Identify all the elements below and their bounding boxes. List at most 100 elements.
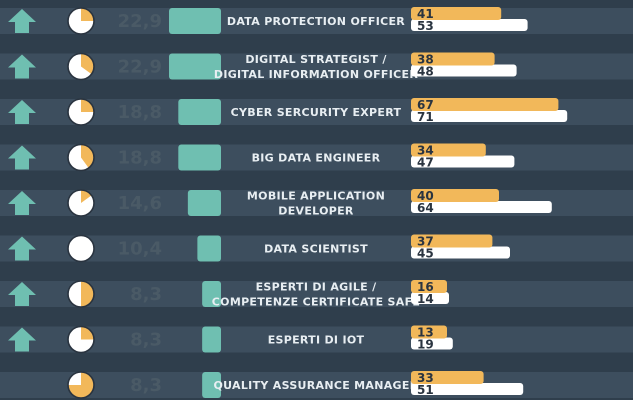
bar-primary — [411, 325, 447, 339]
pie-icon — [67, 280, 95, 308]
bar-primary — [411, 98, 559, 111]
bar-primary-label: 16 — [417, 280, 434, 294]
score-bar — [187, 190, 221, 216]
up-arrow-icon — [8, 9, 36, 33]
bar-primary — [411, 189, 499, 202]
row-label: CYBER SERCURITY EXPERT — [231, 106, 402, 119]
row-label: COMPETENZE CERTIFICATE SAFE — [212, 296, 420, 309]
bar-secondary — [411, 64, 517, 77]
bar-primary-label: 41 — [417, 7, 434, 21]
row-band — [0, 8, 633, 34]
bar-secondary — [411, 155, 515, 168]
chart-row: 8,3 ESPERTI DI AGILE / COMPETENZE CERTIFIC… — [0, 280, 633, 309]
pie-icon — [67, 234, 95, 263]
pie-outline — [67, 7, 95, 35]
row-band — [0, 53, 633, 80]
row-label: ESPERTI DI IOT — [268, 334, 365, 347]
bar-secondary-label: 47 — [417, 156, 434, 170]
bar-secondary-label: 64 — [417, 201, 434, 215]
pie-icon — [67, 98, 95, 126]
bar-secondary-label: 71 — [417, 110, 434, 124]
bar-secondary-label: 19 — [417, 338, 434, 352]
pie-outline — [67, 325, 95, 354]
bar-secondary — [411, 201, 552, 213]
bar-secondary-label: 45 — [417, 247, 434, 261]
row-band — [0, 281, 633, 307]
bar-primary-label: 33 — [417, 371, 434, 385]
bar-primary — [411, 280, 447, 293]
pie-outline — [67, 52, 95, 81]
bar-primary — [411, 143, 486, 157]
up-arrow-icon — [8, 54, 36, 79]
chart-row: 22,9 DIGITAL STRATEGIST / DIGITAL INFORMAT… — [0, 52, 633, 81]
row-band — [0, 235, 633, 262]
score-value: 14,6 — [118, 193, 162, 214]
pie-slice — [81, 326, 94, 340]
pie-outline — [67, 234, 95, 263]
bar-secondary — [411, 292, 449, 304]
bar-secondary-label: 14 — [417, 292, 434, 306]
pie-outline — [67, 371, 95, 399]
up-arrow-icon — [8, 145, 36, 170]
bar-primary-label: 13 — [417, 326, 434, 340]
up-arrow-icon — [8, 100, 36, 124]
bar-secondary — [411, 19, 528, 31]
score-value: 10,4 — [118, 239, 162, 260]
pie-icon — [67, 143, 95, 172]
score-bar — [202, 281, 221, 307]
bar-primary-label: 67 — [417, 98, 434, 112]
bar-primary-label: 40 — [417, 189, 434, 203]
row-label: DIGITAL STRATEGIST / — [245, 53, 387, 66]
score-bar — [178, 144, 221, 171]
pie-base — [68, 235, 94, 262]
row-band — [0, 326, 633, 353]
row-band — [0, 144, 633, 171]
row-label: QUALITY ASSURANCE MANAGER — [214, 379, 419, 392]
pie-icon — [67, 325, 95, 354]
score-value: 18,8 — [118, 148, 162, 169]
pie-slice — [81, 281, 94, 307]
up-arrow-icon — [8, 236, 36, 261]
score-bar — [178, 99, 221, 125]
score-value: 22,9 — [118, 11, 162, 32]
row-band — [0, 372, 633, 398]
pie-slice — [81, 99, 94, 112]
bar-secondary — [411, 337, 453, 350]
pie-slice — [81, 144, 94, 169]
up-arrow-icon — [8, 282, 36, 306]
bar-primary — [411, 7, 502, 20]
bar-secondary-label: 53 — [417, 19, 434, 33]
score-value: 8,3 — [130, 375, 162, 396]
bar-secondary-label: 48 — [417, 65, 434, 79]
score-value: 8,3 — [130, 330, 162, 351]
bar-primary — [411, 234, 493, 248]
score-value: 22,9 — [118, 57, 162, 78]
bar-primary — [411, 52, 495, 66]
row-label: DIGITAL INFORMATION OFFICER — [214, 68, 418, 81]
pie-slice — [81, 8, 94, 21]
bar-secondary — [411, 246, 510, 259]
score-value: 8,3 — [130, 284, 162, 305]
row-label: DATA PROTECTION OFFICER — [227, 15, 405, 28]
bar-primary — [411, 371, 484, 384]
bar-primary-label: 34 — [417, 144, 434, 158]
score-bar — [202, 326, 221, 353]
pie-icon — [67, 52, 95, 81]
row-label: BIG DATA ENGINEER — [252, 152, 381, 165]
bar-primary-label: 38 — [417, 53, 434, 67]
pie-icon — [67, 7, 95, 35]
row-label: DATA SCIENTIST — [264, 243, 368, 256]
pie-icon — [67, 189, 95, 217]
score-bar — [169, 53, 221, 80]
row-label: ESPERTI DI AGILE / — [256, 281, 378, 294]
score-bar — [169, 8, 221, 34]
row-label: MOBILE APPLICATION — [247, 190, 385, 203]
